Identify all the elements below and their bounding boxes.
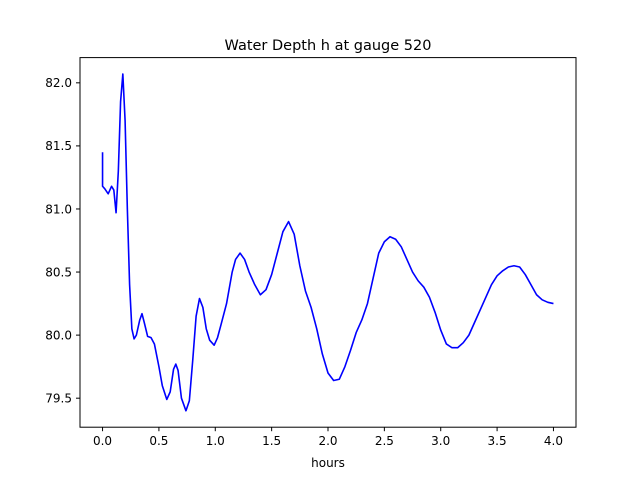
x-tick-label: 0.0 [93,434,112,448]
y-tick-label: 80.0 [45,328,72,342]
series-line [101,73,554,412]
chart-title: Water Depth h at gauge 520 [225,38,432,54]
x-tick-label: 3.5 [488,434,507,448]
x-tick-label: 4.0 [544,434,563,448]
x-tick-label: 0.5 [149,434,168,448]
x-tick-label: 1.0 [206,434,225,448]
x-tick-label: 2.0 [318,434,337,448]
y-tick-label: 80.5 [45,265,72,279]
x-tick-label: 3.0 [431,434,450,448]
x-tick-label: 1.5 [262,434,281,448]
x-axis: 0.0 0.5 1.0 1.5 2.0 2.5 3.0 3.5 4.0 [93,427,563,448]
x-tick-label: 2.5 [375,434,394,448]
y-tick-label: 81.5 [45,139,72,153]
x-axis-label: hours [311,456,345,470]
y-tick-label: 79.5 [45,391,72,405]
y-tick-label: 82.0 [45,76,72,90]
y-axis: 79.5 80.0 80.5 81.0 81.5 82.0 [45,76,80,405]
y-tick-label: 81.0 [45,202,72,216]
